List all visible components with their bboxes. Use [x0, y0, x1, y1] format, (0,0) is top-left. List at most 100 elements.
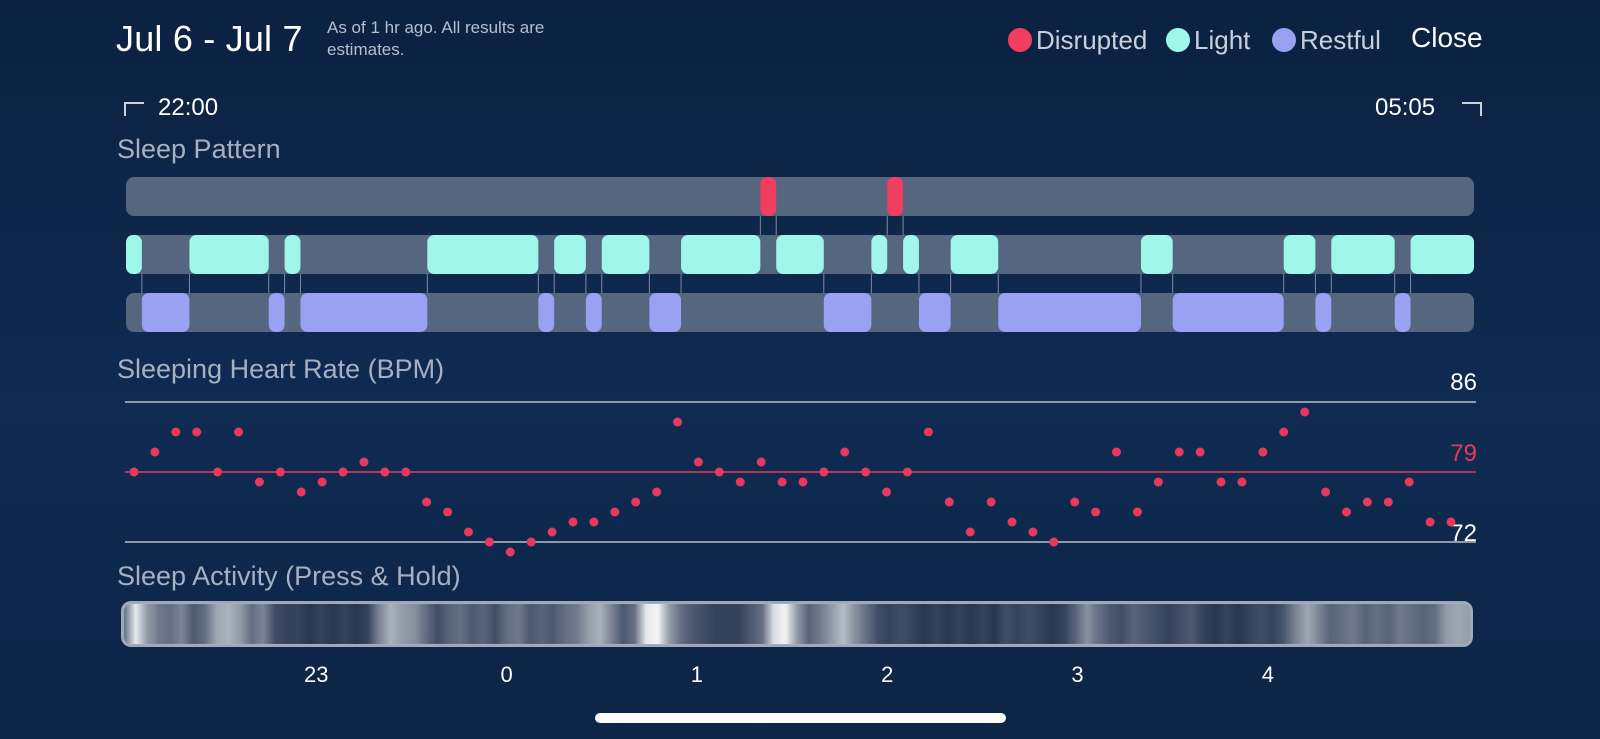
estimate-note: As of 1 hr ago. All results are estimate… — [327, 18, 545, 59]
heart-rate-point — [944, 497, 954, 507]
restful-segment — [1394, 293, 1411, 332]
time-tick-label: 2 — [881, 662, 894, 687]
date-range-title: Jul 6 - Jul 7 — [116, 18, 303, 59]
min-label: 72 — [1450, 520, 1477, 547]
light-segment — [427, 235, 539, 274]
heart-rate-point — [192, 427, 202, 437]
heart-rate-point — [547, 527, 557, 537]
heart-rate-point — [923, 427, 933, 437]
heart-rate-point — [1321, 487, 1331, 497]
heart-rate-point — [798, 477, 808, 487]
end-time: 05:05 — [1375, 94, 1436, 121]
heart-rate-point — [1195, 447, 1205, 457]
legend-restful: Restful — [1272, 24, 1381, 56]
heart-rate-point — [1404, 477, 1414, 487]
heart-rate-point — [589, 517, 599, 527]
light-segment — [1410, 235, 1474, 274]
heart-rate-point — [338, 467, 348, 477]
heart-rate-point — [275, 467, 285, 477]
disrupted-dot-icon — [1008, 28, 1032, 52]
light-segment — [681, 235, 761, 274]
heart-rate-point — [1153, 477, 1163, 487]
heart-rate-point — [1007, 517, 1017, 527]
restful-segment — [918, 293, 951, 332]
heart-rate-point — [861, 467, 871, 477]
heart-rate-point — [693, 457, 703, 467]
heart-rate-point — [1049, 537, 1059, 547]
heart-rate-point — [714, 467, 724, 477]
start-time: 22:00 — [158, 94, 219, 121]
legend-disrupted: Disrupted — [1008, 24, 1147, 56]
disrupted-segment — [760, 177, 777, 216]
light-segment — [950, 235, 999, 274]
restful-segment — [649, 293, 682, 332]
disrupted-segment — [887, 177, 904, 216]
heart-rate-point — [652, 487, 662, 497]
heart-rate-point — [254, 477, 264, 487]
heart-rate-point — [1174, 447, 1184, 457]
heart-rate-point — [777, 477, 787, 487]
heart-rate-point — [1132, 507, 1142, 517]
heart-rate-point — [1070, 497, 1080, 507]
restful-segment — [538, 293, 555, 332]
light-segment — [554, 235, 586, 274]
restful-segment — [585, 293, 602, 332]
heart-rate-point — [505, 547, 515, 557]
heart-rate-point — [735, 477, 745, 487]
heart-rate-point — [526, 537, 536, 547]
heart-rate-point — [463, 527, 473, 537]
light-segment — [1283, 235, 1316, 274]
light-segment — [601, 235, 650, 274]
heart-rate-point — [1362, 497, 1372, 507]
time-tick-label: 4 — [1261, 662, 1274, 687]
heart-rate-point — [401, 467, 411, 477]
restful-segment — [998, 293, 1141, 332]
light-segment — [776, 235, 824, 274]
legend-restful-label: Restful — [1300, 24, 1381, 55]
heart-rate-point — [882, 487, 892, 497]
heart-rate-point — [1341, 507, 1351, 517]
range-end-bracket-icon — [1462, 102, 1482, 116]
heart-rate-point — [1446, 517, 1456, 527]
light-segment — [1140, 235, 1173, 274]
legend-light: Light — [1166, 24, 1250, 56]
avg-label: 79 — [1450, 440, 1477, 467]
light-segment — [1331, 235, 1395, 274]
heart-rate-point — [1112, 447, 1122, 457]
heart-rate-point — [631, 497, 641, 507]
heart-rate-point — [965, 527, 975, 537]
close-button[interactable]: Close — [1411, 22, 1483, 53]
heart-rate-point — [1028, 527, 1038, 537]
legend-light-label: Light — [1194, 24, 1251, 55]
time-tick-label: 0 — [500, 662, 513, 687]
restful-segment — [823, 293, 872, 332]
time-tick-label: 23 — [304, 662, 329, 687]
sleep-pattern-title: Sleep Pattern — [117, 134, 281, 164]
heart-rate-point — [213, 467, 223, 477]
heart-rate-point — [1279, 427, 1289, 437]
heart-rate-point — [1237, 477, 1247, 487]
sleep-activity-title: Sleep Activity (Press & Hold) — [117, 561, 461, 591]
heart-rate-point — [150, 447, 160, 457]
restful-segment — [1172, 293, 1284, 332]
max-label: 86 — [1450, 369, 1477, 396]
time-tick-label: 1 — [690, 662, 704, 687]
heart-rate-title: Sleeping Heart Rate (BPM) — [117, 354, 445, 384]
heart-rate-point — [129, 467, 139, 477]
restful-segment — [141, 293, 190, 332]
range-start-bracket-icon — [124, 102, 144, 116]
heart-rate-point — [296, 487, 306, 497]
heart-rate-point — [171, 427, 181, 437]
light-segment — [284, 235, 301, 274]
heart-rate-point — [568, 517, 578, 527]
heart-rate-point — [443, 507, 453, 517]
sleep-activity-bar[interactable] — [121, 601, 1473, 647]
heart-rate-point — [484, 537, 494, 547]
disrupted-track — [126, 177, 1474, 216]
home-indicator[interactable] — [595, 713, 1006, 723]
heart-rate-point — [756, 457, 766, 467]
heart-rate-point — [359, 457, 369, 467]
heart-rate-point — [819, 467, 829, 477]
